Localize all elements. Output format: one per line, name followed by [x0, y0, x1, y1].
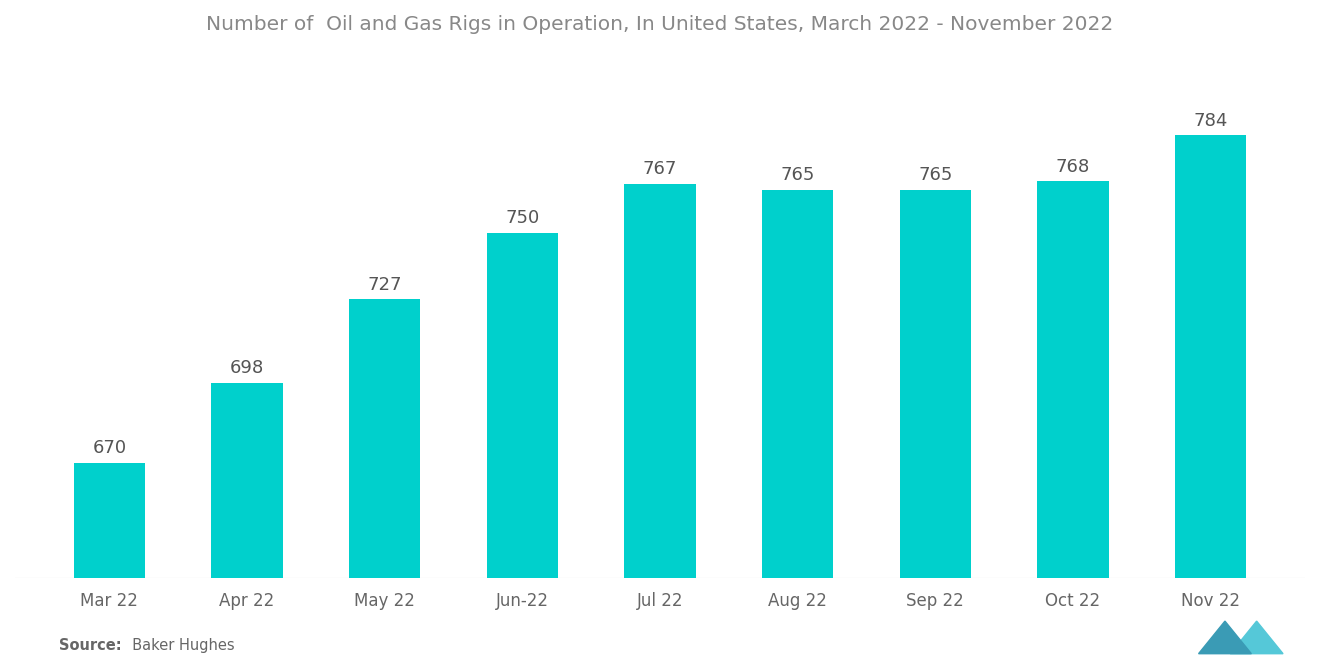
Bar — [1175, 136, 1246, 578]
Bar — [211, 382, 282, 578]
Bar — [624, 184, 696, 578]
Text: 765: 765 — [780, 166, 814, 184]
Bar — [899, 190, 972, 578]
Text: 765: 765 — [919, 166, 953, 184]
Text: 767: 767 — [643, 160, 677, 178]
Bar — [74, 464, 145, 578]
Polygon shape — [1199, 621, 1251, 654]
Bar — [487, 233, 558, 578]
Polygon shape — [1230, 621, 1283, 654]
Bar — [348, 299, 421, 578]
Text: 727: 727 — [367, 275, 403, 293]
Bar — [1038, 182, 1109, 578]
Title: Number of  Oil and Gas Rigs in Operation, In United States, March 2022 - Novembe: Number of Oil and Gas Rigs in Operation,… — [206, 15, 1114, 34]
Text: Baker Hughes: Baker Hughes — [123, 638, 235, 653]
Text: 784: 784 — [1193, 112, 1228, 130]
Text: 768: 768 — [1056, 158, 1090, 176]
Text: 750: 750 — [506, 209, 540, 227]
Text: 670: 670 — [92, 440, 127, 458]
Text: 698: 698 — [230, 359, 264, 377]
Text: Source:: Source: — [59, 638, 121, 653]
Bar — [762, 190, 833, 578]
